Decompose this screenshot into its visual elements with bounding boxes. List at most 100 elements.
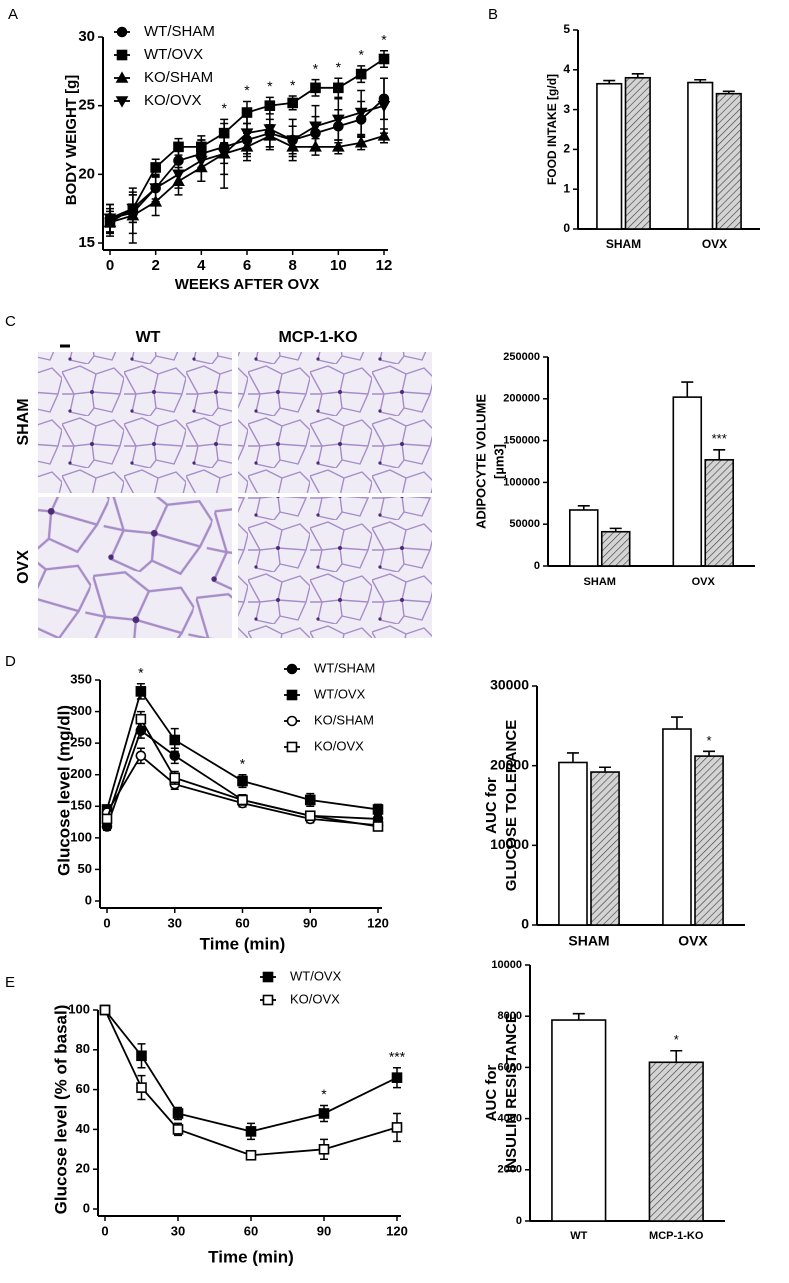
error-bar <box>670 1049 683 1063</box>
y-tick-label: 10000 <box>491 959 522 971</box>
annotation: * <box>381 31 387 47</box>
bar <box>569 509 599 567</box>
bar <box>600 530 631 567</box>
micrograph <box>238 497 432 638</box>
x-tick-label: SHAM <box>606 237 641 251</box>
x-tick-label: 0 <box>103 915 110 930</box>
x-tick-label: 120 <box>386 1223 408 1238</box>
marker <box>263 124 277 136</box>
error-bar <box>713 448 726 460</box>
y-tick-label: 2 <box>563 142 570 156</box>
y-axis-label: BODY WEIGHT [g] <box>63 75 80 206</box>
x-tick-label: 8 <box>288 257 296 274</box>
marker <box>331 140 345 152</box>
legend-marker <box>286 741 298 753</box>
y-axis-label: [µm3] <box>491 444 506 479</box>
marker <box>99 1004 111 1016</box>
x-tick-label: 12 <box>376 257 393 274</box>
panel-letter: B <box>488 6 498 23</box>
x-tick-label: 30 <box>168 915 182 930</box>
y-tick-label: 5 <box>563 22 570 36</box>
legend-marker <box>286 663 298 675</box>
marker <box>378 53 390 65</box>
y-tick-label: 6000 <box>498 1061 522 1073</box>
marker <box>150 162 161 173</box>
x-tick-label: 90 <box>317 1223 331 1238</box>
annotation: *** <box>712 431 727 446</box>
y-tick-label: 1 <box>563 181 570 195</box>
micrograph <box>38 352 232 493</box>
legend-label: KO/SHAM <box>144 69 213 86</box>
x-tick-label: 60 <box>244 1223 258 1238</box>
x-tick-label: 2 <box>151 257 159 274</box>
marker <box>194 155 208 168</box>
annotation: * <box>240 755 246 771</box>
series-line <box>106 716 379 828</box>
marker <box>377 129 391 141</box>
annotation: *** <box>389 1048 406 1064</box>
x-tick-label: OVX <box>692 576 716 588</box>
y-tick-label: 150000 <box>503 435 540 447</box>
y-tick-label: 25 <box>78 97 95 114</box>
legend-label: WT/SHAM <box>314 660 375 675</box>
x-tick-label: 0 <box>101 1223 108 1238</box>
error-bar <box>670 716 683 730</box>
x-tick-label: SHAM <box>584 576 616 588</box>
y-tick-label: 150 <box>70 798 92 813</box>
x-axis-label: Time (min) <box>200 934 286 953</box>
annotation: * <box>358 47 364 63</box>
y-tick-label: 30 <box>78 28 95 45</box>
marker <box>237 775 248 787</box>
panel-letter: E <box>5 974 15 991</box>
marker <box>354 107 368 120</box>
y-tick-label: 250000 <box>503 351 540 363</box>
panel-letter: A <box>8 6 18 23</box>
y-tick-label: 200000 <box>503 393 540 405</box>
marker <box>135 713 147 725</box>
y-tick-label: 100 <box>68 1001 90 1016</box>
marker <box>331 114 345 127</box>
bar <box>551 1019 607 1222</box>
bar <box>648 1061 704 1222</box>
row-heading: OVX <box>15 550 32 584</box>
row-heading: SHAM <box>15 398 32 445</box>
x-tick-label: 120 <box>367 915 389 930</box>
y-tick-label: 100 <box>70 829 92 844</box>
marker <box>245 1126 257 1137</box>
y-tick-label: 50 <box>78 861 92 876</box>
legend-label: WT/SHAM <box>144 23 215 40</box>
y-axis-label: Glucose level (% of basal) <box>51 1005 70 1215</box>
y-axis-label: AUC for <box>483 1065 500 1122</box>
y-tick-label: 10000 <box>490 836 529 852</box>
legend-marker <box>116 49 128 61</box>
annotation: * <box>138 664 144 680</box>
x-tick-label: 4 <box>197 257 206 274</box>
series-line <box>106 754 379 827</box>
bar <box>687 81 714 230</box>
marker <box>333 82 344 94</box>
legend-label: KO/OVX <box>314 738 364 753</box>
micrograph <box>38 497 232 638</box>
bar <box>662 728 692 926</box>
legend-marker <box>286 689 298 701</box>
marker <box>318 1144 330 1155</box>
marker <box>287 97 298 109</box>
annotation: * <box>313 60 319 76</box>
legend-label: KO/OVX <box>290 991 340 1006</box>
y-tick-label: 80 <box>76 1041 90 1056</box>
series-line <box>106 729 379 827</box>
y-tick-label: 0 <box>83 1200 90 1215</box>
x-tick-label: 0 <box>106 257 114 274</box>
y-tick-label: 20 <box>78 165 95 182</box>
x-tick-label: 6 <box>243 257 251 274</box>
marker <box>372 804 384 815</box>
marker <box>391 1072 403 1083</box>
marker <box>136 1050 147 1062</box>
marker <box>103 213 117 225</box>
y-tick-label: 100000 <box>503 476 540 488</box>
y-tick-label: 250 <box>70 735 92 750</box>
marker <box>372 821 384 832</box>
x-tick-label: OVX <box>678 933 708 949</box>
y-tick-label: 8000 <box>498 1010 522 1022</box>
y-tick-label: 15 <box>78 234 95 251</box>
